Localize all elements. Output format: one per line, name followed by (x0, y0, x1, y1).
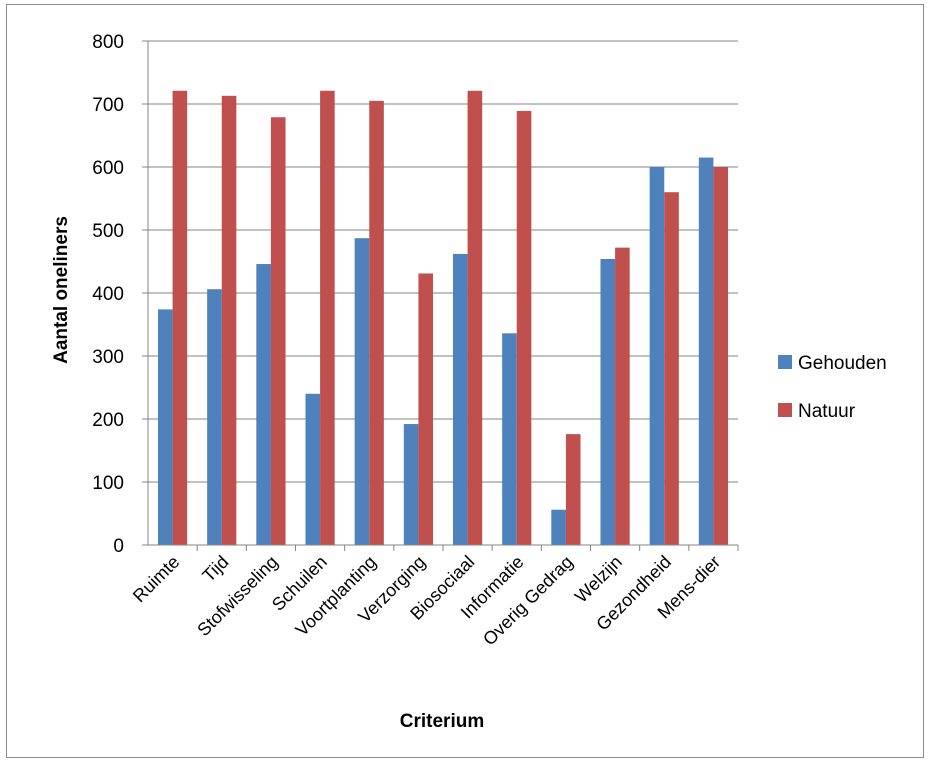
bar-natuur (172, 90, 188, 546)
bar-gehouden (649, 167, 665, 545)
y-tick-label: 200 (92, 410, 124, 431)
y-tick-label: 0 (113, 536, 124, 557)
x-axis-title: Criterium (400, 711, 484, 732)
y-tick-label: 100 (92, 473, 124, 494)
y-tick-label: 300 (92, 347, 124, 368)
bar-natuur (565, 434, 581, 545)
y-tick-label: 800 (92, 32, 124, 53)
bar-natuur (270, 117, 286, 545)
bar-gehouden (698, 157, 714, 546)
legend-label-natuur: Natuur (798, 401, 856, 422)
bar-gehouden (354, 238, 370, 545)
bar-natuur (369, 100, 384, 545)
x-tick-labels: Ruimte TijdStofwisselingSchuilenVoortplan… (129, 552, 724, 650)
y-tick-label: 400 (92, 284, 124, 305)
x-tick-label: Ruimte (129, 552, 183, 606)
bar-gehouden (452, 253, 468, 545)
bar-gehouden (403, 424, 419, 545)
bar-natuur (615, 247, 630, 545)
bar-natuur (467, 90, 483, 546)
y-tick-labels: 0 100 200 300 400 500 600 700 800 (92, 32, 124, 557)
bar-natuur (516, 110, 532, 546)
bar-gehouden (551, 509, 566, 545)
bar-gehouden (157, 309, 173, 545)
bar-gehouden (502, 333, 517, 545)
x-tick-label: Overig Gedrag (479, 552, 577, 650)
legend-swatch-gehouden (778, 355, 792, 369)
bar-natuur (320, 90, 335, 546)
bar-gehouden (207, 289, 222, 545)
y-axis-title: Aantal oneliners (51, 216, 72, 364)
bar-natuur (664, 192, 679, 545)
bar-natuur (418, 273, 434, 545)
legend-label-gehouden: Gehouden (798, 353, 887, 374)
bar-natuur (221, 95, 237, 545)
legend-swatch-natuur (778, 403, 792, 417)
bar-gehouden (256, 264, 271, 545)
y-tick-label: 500 (92, 221, 124, 242)
bar-natuur (713, 167, 729, 545)
gridlines (148, 40, 738, 483)
bar-gehouden (305, 393, 321, 545)
x-tick-label: Tijd (198, 552, 232, 586)
axes (142, 40, 739, 551)
legend: Gehouden Natuur (778, 353, 887, 422)
y-tick-label: 700 (92, 95, 124, 116)
y-tick-label: 600 (92, 158, 124, 179)
bars (157, 90, 729, 546)
bar-gehouden (600, 258, 616, 545)
